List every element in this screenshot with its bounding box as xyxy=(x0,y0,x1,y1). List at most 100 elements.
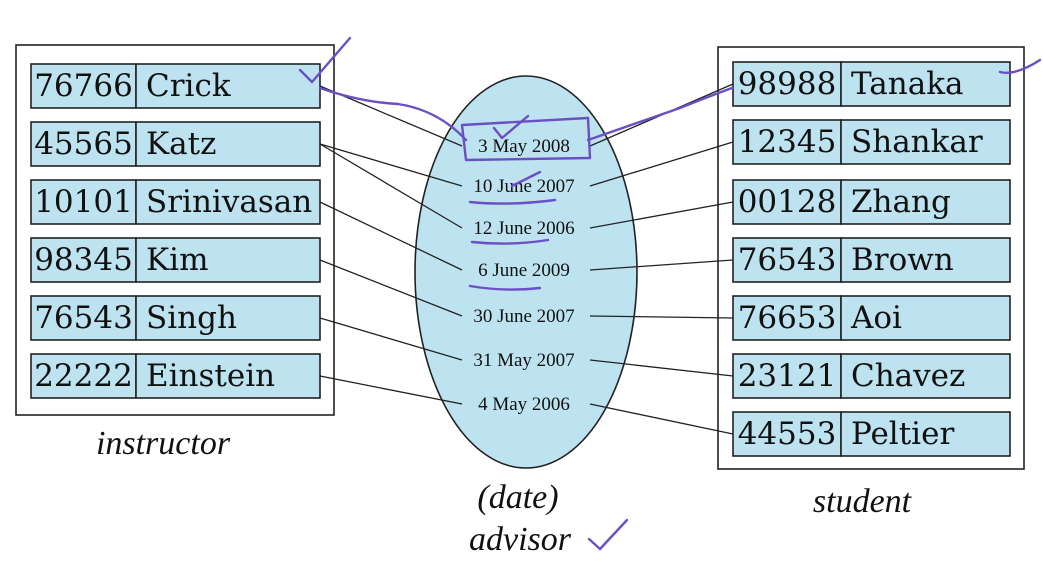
instructor-id-text: 98345 xyxy=(34,242,133,278)
date-to-student-link xyxy=(589,141,734,187)
student-name-text: Brown xyxy=(851,242,954,278)
student-name-cell xyxy=(840,353,1011,399)
instructor-id-cell xyxy=(30,353,137,399)
date-to-student-link xyxy=(589,315,734,319)
student-name-cell xyxy=(840,237,1011,283)
highlight-box-3-may-2008 xyxy=(460,116,592,162)
instructor-id-text: 10101 xyxy=(34,184,133,220)
instructor-name-text: Singh xyxy=(146,300,237,336)
instructor-row: 10101 Srinivasan xyxy=(30,179,321,225)
instructor-row: 45565 Katz xyxy=(30,121,321,167)
student-id-text: 12345 xyxy=(738,124,837,160)
student-name-text: Tanaka xyxy=(851,66,963,102)
instructor-row: 22222 Einstein xyxy=(30,353,321,399)
date-to-student-link xyxy=(589,403,734,435)
instructor-id-cell xyxy=(30,121,137,167)
instructor-to-date-link xyxy=(319,259,463,317)
instructor-id-text: 76766 xyxy=(34,68,133,104)
student-caption: student xyxy=(813,483,913,520)
ink-link-crick xyxy=(318,86,468,142)
underline-6-june-2009 xyxy=(468,284,542,291)
instructor-id-cell xyxy=(30,295,137,341)
advisor-date-label: 6 June 2009 xyxy=(478,260,570,281)
student-row: 98988 Tanaka xyxy=(732,61,1011,107)
date-to-student-link xyxy=(589,201,734,229)
instructor-to-date-link xyxy=(319,317,463,361)
advisor-date-label: 30 June 2007 xyxy=(473,306,574,327)
student-row: 00128 Zhang xyxy=(732,179,1011,225)
instructor-to-date-link xyxy=(319,375,463,405)
student-id-cell xyxy=(732,237,842,283)
student-id-text: 98988 xyxy=(738,66,837,102)
student-id-text: 76653 xyxy=(738,300,837,336)
instructor-id-text: 45565 xyxy=(34,126,133,162)
instructor-id-cell xyxy=(30,237,137,283)
ink-link-tanaka xyxy=(586,86,734,142)
student-row: 44553 Peltier xyxy=(732,411,1011,457)
advisor-date-label: 4 May 2006 xyxy=(478,394,570,415)
advisor-date-label: 10 June 2007 xyxy=(473,176,574,197)
relationship-links xyxy=(319,83,734,435)
advisor-date-attribute-caption: (date) xyxy=(477,479,558,516)
instructor-name-cell xyxy=(135,121,321,167)
student-id-cell xyxy=(732,411,842,457)
instructor-name-text: Crick xyxy=(146,68,231,104)
date-to-student-link xyxy=(589,259,734,271)
student-row: 23121 Chavez xyxy=(732,353,1011,399)
student-entity-set: 98988 Tanaka 12345 Shankar 00128 Zhang 76543 Br… xyxy=(717,46,1025,520)
instructor-to-date-link xyxy=(319,201,463,271)
instructor-name-cell xyxy=(135,353,321,399)
check-mark-tanaka xyxy=(998,58,1042,74)
student-name-cell xyxy=(840,119,1011,165)
advisor-relationship-set: 3 May 2008 10 June 2007 12 June 2006 6 June… xyxy=(414,75,638,558)
underline-10-june-2007 xyxy=(468,198,557,205)
instructor-name-text: Kim xyxy=(146,242,208,278)
student-rows: 98988 Tanaka 12345 Shankar 00128 Zhang 76543 Br… xyxy=(732,61,1011,457)
student-id-cell xyxy=(732,179,842,225)
advisor-date-label: 12 June 2006 xyxy=(473,218,574,239)
student-name-text: Aoi xyxy=(850,300,902,336)
instructor-row: 76543 Singh xyxy=(30,295,321,341)
instructor-name-cell xyxy=(135,63,321,109)
instructor-row: 76766 Crick xyxy=(30,63,321,109)
instructor-name-text: Srinivasan xyxy=(146,184,312,220)
student-name-text: Peltier xyxy=(851,416,954,452)
strike-10-june-2007 xyxy=(510,170,542,188)
instructor-row: 98345 Kim xyxy=(30,237,321,283)
instructor-to-date-link xyxy=(319,143,463,187)
advisor-dates: 3 May 2008 10 June 2007 12 June 2006 6 June… xyxy=(473,136,574,415)
student-name-cell xyxy=(840,61,1011,107)
instructor-id-cell xyxy=(30,63,137,109)
instructor-name-cell xyxy=(135,295,321,341)
instructor-name-cell xyxy=(135,179,321,225)
instructor-id-cell xyxy=(30,179,137,225)
student-name-text: Shankar xyxy=(851,124,983,160)
student-id-text: 23121 xyxy=(738,358,837,394)
instructor-caption: instructor xyxy=(96,425,231,462)
advisor-date-label: 3 May 2008 xyxy=(478,136,570,157)
student-name-text: Chavez xyxy=(851,358,965,394)
instructor-to-date-link xyxy=(319,143,463,229)
student-id-text: 76543 xyxy=(738,242,837,278)
student-name-cell xyxy=(840,295,1011,341)
student-id-text: 00128 xyxy=(738,184,837,220)
student-name-cell xyxy=(840,179,1011,225)
check-mark-date xyxy=(492,114,530,140)
check-mark-advisor xyxy=(587,518,629,551)
instructor-name-text: Katz xyxy=(146,126,216,162)
underline-12-june-2006 xyxy=(470,238,550,245)
advisor-ellipse xyxy=(414,75,638,469)
student-id-text: 44553 xyxy=(738,416,837,452)
advisor-caption: advisor xyxy=(469,521,572,558)
check-mark-crick xyxy=(298,36,352,84)
date-to-student-link xyxy=(589,359,734,377)
student-name-text: Zhang xyxy=(851,184,951,220)
student-name-cell xyxy=(840,411,1011,457)
student-id-cell xyxy=(732,61,842,107)
handwritten-annotations xyxy=(298,36,1042,551)
instructor-name-text: Einstein xyxy=(146,358,275,394)
student-row: 12345 Shankar xyxy=(732,119,1011,165)
instructor-entity-set: 76766 Crick 45565 Katz 10101 Srinivasan 98345 K… xyxy=(15,44,335,462)
instructor-id-text: 22222 xyxy=(34,358,133,394)
